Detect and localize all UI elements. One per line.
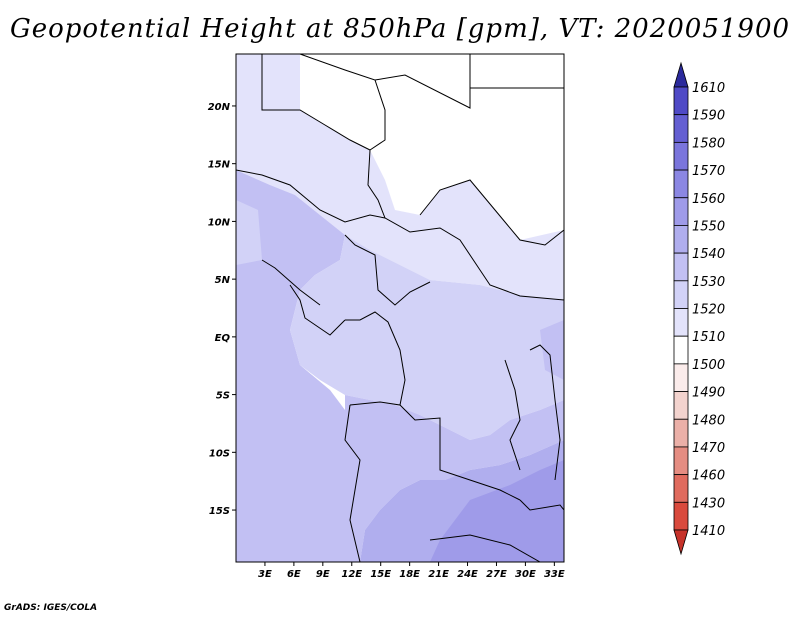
colorbar-over-arrow [673,61,689,88]
border-line [344,234,431,306]
colorbar-label: 1560 [692,192,725,207]
border-line [529,344,561,481]
x-tick-label: 30E [515,569,536,580]
colorbar-segment [673,86,689,116]
x-tick-label: 21E [428,569,449,580]
colorbar-label: 1510 [692,330,725,345]
border-line [236,169,564,301]
colorbar-label: 1570 [692,164,725,179]
grads-credit: GrADS: IGES/COLA [4,603,98,613]
field-patch [480,90,564,200]
colorbar-segment [673,280,689,309]
y-axis: 20N 15N 10N 5N EQ 5S 10S 15S [208,102,236,517]
colorbar-segment [673,141,689,171]
border-line [367,149,386,219]
border-line [345,311,406,406]
colorbar-label: 1460 [692,469,725,484]
region-atlantic-west [236,170,360,562]
colorbar-label: 1470 [692,441,725,456]
border-line [419,179,564,246]
x-tick-label: 18E [399,569,420,580]
y-tick-label: 10S [209,448,230,459]
x-tick-label: 6E [287,569,301,580]
y-tick-label: 15S [209,506,230,517]
colorbar: 1610 1590 1580 1570 1560 1550 1540 1530 1520 1510… [673,61,725,556]
x-tick-label: 12E [341,569,362,580]
y-tick-label: 15N [208,160,231,171]
x-tick-label: 3E [258,569,272,580]
country-borders [236,54,564,562]
colorbar-label: 1520 [692,303,725,318]
y-tick-label: 5S [216,391,230,402]
border-line [299,54,386,151]
x-tick-label: 15E [370,569,391,580]
colorbar-label: 1500 [692,358,725,373]
y-tick-label: 20N [208,102,231,113]
colorbar-label: 1590 [692,109,725,124]
colorbar-segment [673,418,689,448]
border-line [261,259,321,306]
x-tick-label: 33E [544,569,565,580]
colorbar-label: 1530 [692,275,725,290]
border-line [344,404,361,562]
border-line [399,404,521,501]
field-patch [236,200,262,265]
colorbar-segment [673,363,689,392]
region-mozambique-zimbabwe [430,460,564,562]
border-line [429,534,541,562]
colorbar-label: 1410 [692,524,725,539]
y-tick-label: 10N [208,217,231,228]
colorbar-segment [673,501,689,531]
y-tick-label: 5N [215,275,231,286]
field-patch [300,315,325,350]
map-frame [235,53,565,563]
colorbar-label: 1480 [692,413,725,428]
colorbar-segment [673,391,689,420]
colorbar-under-arrow [673,529,689,556]
border-line [519,499,564,511]
colorbar-segment [673,225,689,254]
region-sahel-central [236,54,564,300]
x-tick-label: 24E [457,569,478,580]
colorbar-label: 1610 [692,81,725,96]
chart-title: Geopotential Height at 850hPa [gpm], VT:… [9,14,791,44]
colorbar-label: 1540 [692,247,725,262]
colorbar-label: 1490 [692,386,725,401]
x-axis: 3E 6E 9E 12E 15E 18E 21E 24E 27E 30E 33E [258,562,565,580]
colorbar-label: 1580 [692,136,725,151]
colorbar-segment [673,308,689,337]
colorbar-segment [673,335,689,365]
x-tick-label: 27E [486,569,507,580]
field-patch [420,62,470,110]
colorbar-segment [673,197,689,226]
colorbar-segment [673,474,689,503]
border-line [504,359,521,471]
map-field [236,54,564,562]
border-line [289,284,346,336]
colorbar-segment [673,114,689,143]
field-patch [540,320,564,380]
colorbar-label: 1550 [692,219,725,234]
colorbar-segment [673,446,689,476]
colorbar-segment [673,252,689,282]
y-tick-label: EQ [215,333,231,344]
colorbar-label: 1430 [692,496,725,511]
x-tick-label: 9E [316,569,330,580]
border-line [261,54,371,151]
border-line [374,54,471,109]
colorbar-segment [673,169,689,199]
region-congo-basin [290,235,564,440]
region-angola-zambia [345,395,564,562]
